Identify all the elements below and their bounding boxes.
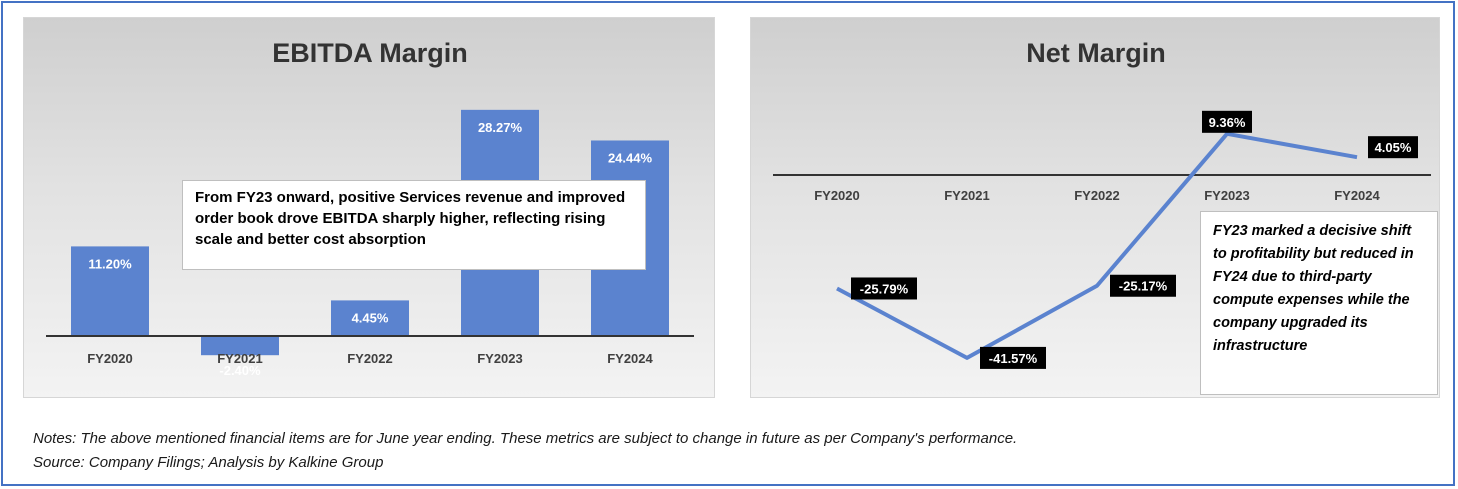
net-data-label: -25.17% (1119, 279, 1168, 294)
net-data-label-box (1202, 110, 1252, 133)
net-data-label: 4.05% (1375, 140, 1412, 155)
net-x-tick-label: FY2020 (814, 188, 860, 203)
net-data-label-box (1368, 136, 1418, 159)
ebitda-bar-fy2020 (71, 246, 149, 336)
net-x-tick-label: FY2022 (1074, 188, 1120, 203)
net-margin-annotation: FY23 marked a decisive shift to profitab… (1200, 211, 1438, 395)
ebitda-x-tick-label: FY2021 (217, 351, 263, 366)
ebitda-data-label: -2.40% (219, 363, 261, 378)
ebitda-data-label: 24.44% (608, 150, 653, 165)
net-x-tick-label: FY2024 (1334, 188, 1380, 203)
ebitda-chart-title: EBITDA Margin (272, 38, 468, 68)
net-x-tick-label: FY2023 (1204, 188, 1250, 203)
ebitda-x-tick-label: FY2020 (87, 351, 133, 366)
source-text: Source: Company Filings; Analysis by Kal… (33, 454, 384, 471)
net-data-label-box (851, 277, 917, 300)
ebitda-x-tick-label: FY2024 (607, 351, 653, 366)
ebitda-bar-fy2022 (331, 300, 409, 336)
ebitda-bar-fy2021 (201, 336, 279, 356)
ebitda-margin-panel: EBITDA Margin 11.20% -2.40% 4.45% 28.27% 24.4… (23, 17, 715, 398)
net-data-label: -25.79% (860, 281, 909, 296)
net-data-label: -41.57% (989, 351, 1038, 366)
ebitda-x-tick-label: FY2023 (477, 351, 523, 366)
net-data-label-box (980, 346, 1046, 369)
notes-text: Notes: The above mentioned financial ite… (33, 430, 1018, 447)
net-margin-panel: Net Margin FY2020 FY2021 FY2022 FY2023 FY2024… (750, 17, 1440, 398)
ebitda-data-label: 11.20% (88, 256, 132, 271)
net-margin-line (836, 131, 1358, 360)
net-chart-title: Net Margin (1026, 38, 1166, 68)
ebitda-data-label: 28.27% (478, 120, 523, 135)
net-margin-chart: Net Margin FY2020 FY2021 FY2022 FY2023 FY2024… (773, 38, 1431, 369)
ebitda-data-label: 4.45% (352, 310, 389, 325)
net-x-tick-label: FY2021 (944, 188, 990, 203)
ebitda-annotation: From FY23 onward, positive Services reve… (182, 180, 646, 270)
ebitda-x-tick-label: FY2022 (347, 351, 393, 366)
net-data-label-box (1110, 274, 1176, 297)
footnotes: Notes: The above mentioned financial ite… (33, 427, 1017, 475)
net-data-label: 9.36% (1209, 115, 1246, 130)
